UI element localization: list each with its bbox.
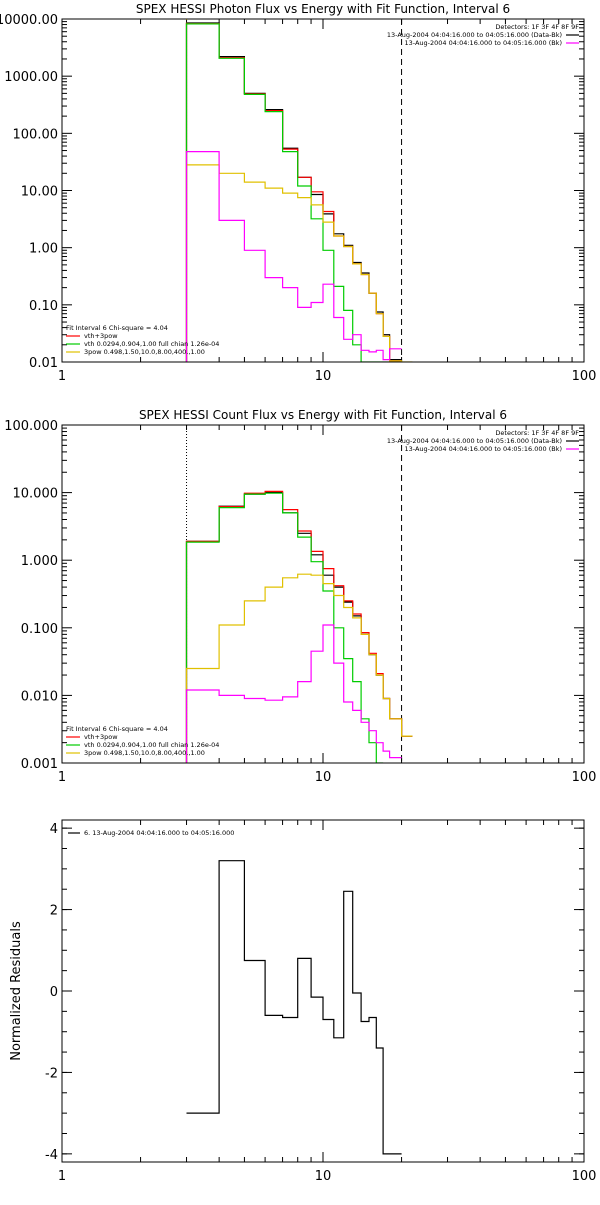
y-tick-label: 10.00 — [21, 185, 58, 200]
series-line — [185, 492, 384, 763]
legend-detectors: Detectors: 1F 3F 4F 8F 9F — [495, 23, 579, 31]
y-tick-label: 0.10 — [29, 299, 58, 314]
x-tick-label: 1 — [58, 1169, 66, 1184]
y-tick-label: 100.00 — [13, 127, 59, 142]
y-tick-label: -2 — [45, 1066, 58, 1081]
y-ticks — [62, 18, 584, 363]
y-ticks — [62, 424, 584, 764]
series-line — [185, 164, 413, 362]
y-tick-label: 1.00 — [29, 242, 58, 257]
y-tick-label: 0.01 — [29, 356, 58, 371]
x-ticks — [61, 19, 585, 362]
x-tick-label: 10 — [315, 369, 332, 384]
legend-entry-text: 13-Aug-2004 04:04:16.000 to 04:05:16.000… — [405, 445, 562, 453]
plot-frame — [61, 424, 585, 764]
series-line — [185, 490, 413, 763]
y-tick-label: 0 — [50, 985, 58, 1000]
series-group — [186, 860, 402, 1155]
legend-entry-text: 3pow 0.498,1.50,10.0,8.00,400.,1.00 — [84, 749, 205, 757]
y-ticks — [62, 827, 584, 1155]
x-ticks — [61, 820, 585, 1162]
y-tick-label: 0.100 — [21, 622, 58, 637]
chart-3: Normalized Residuals 1 10 100 -4 -2 0 2 4 6. 13-A… — [9, 819, 597, 1184]
x-tick-label: 10 — [315, 1169, 332, 1184]
y-tick-label: 1000.00 — [4, 70, 58, 85]
legend-fit-header: Fit Interval 6 Chi-square = 4.04 — [66, 725, 168, 733]
legend-entry-text: 13-Aug-2004 04:04:16.000 to 04:05:16.000… — [387, 437, 562, 445]
y-tick-label: 0.010 — [21, 689, 58, 704]
series-line — [185, 151, 402, 362]
legend-fit-header: Fit Interval 6 Chi-square = 4.04 — [66, 324, 168, 332]
x-tick-label: 1 — [58, 369, 66, 384]
legend-entry-text: vth 0.0294,0.904,1.00 full chian 1.26e-0… — [84, 340, 219, 348]
chart-2: SPEX HESSI Count Flux vs Energy with Fit… — [4, 408, 596, 785]
y-tick-label: 0.001 — [21, 757, 58, 772]
plot-frame — [61, 18, 585, 363]
legend-entry-text: 6. 13-Aug-2004 04:04:16.000 to 04:05:16.… — [84, 829, 234, 837]
x-tick-label: 100 — [572, 1169, 597, 1184]
y-tick-label: 10.000 — [13, 487, 59, 502]
chart-title: SPEX HESSI Count Flux vs Energy with Fit… — [139, 408, 507, 422]
chart-title: SPEX HESSI Photon Flux vs Energy with Fi… — [136, 2, 510, 16]
x-tick-label: 100 — [572, 770, 597, 785]
chart-1: SPEX HESSI Photon Flux vs Energy with Fi… — [0, 2, 596, 384]
series-group — [185, 490, 413, 763]
y-tick-label: 10000.00 — [0, 13, 58, 28]
y-tick-label: 2 — [50, 904, 58, 919]
y-tick-label: -4 — [45, 1148, 58, 1163]
x-tick-label: 10 — [315, 770, 332, 785]
legend-entry-text: 13-Aug-2004 04:04:16.000 to 04:05:16.000… — [387, 31, 562, 39]
y-tick-label: 4 — [50, 822, 58, 837]
legend-entry-text: 3pow 0.498,1.50,10.0,8.00,400.,1.00 — [84, 348, 205, 356]
plot-frame — [61, 819, 585, 1163]
legend-entry-text: 13-Aug-2004 04:04:16.000 to 04:05:16.000… — [405, 39, 562, 47]
legend-detectors: Detectors: 1F 3F 4F 8F 9F — [495, 429, 579, 437]
y-tick-label: 1.000 — [21, 554, 58, 569]
series-line — [185, 624, 402, 763]
x-ticks — [61, 425, 585, 763]
legend-entry-text: vth+3pow — [84, 332, 118, 340]
x-tick-label: 100 — [572, 369, 597, 384]
legend-entry-text: vth+3pow — [84, 733, 118, 741]
y-tick-label: 100.000 — [4, 419, 58, 434]
series-line — [186, 860, 402, 1155]
x-tick-label: 1 — [58, 770, 66, 785]
series-line — [185, 492, 413, 763]
legend-entry-text: vth 0.0294,0.904,1.00 full chian 1.26e-0… — [84, 741, 219, 749]
series-line — [185, 573, 413, 763]
series-group — [185, 22, 413, 362]
y-axis-label: Normalized Residuals — [9, 921, 24, 1061]
